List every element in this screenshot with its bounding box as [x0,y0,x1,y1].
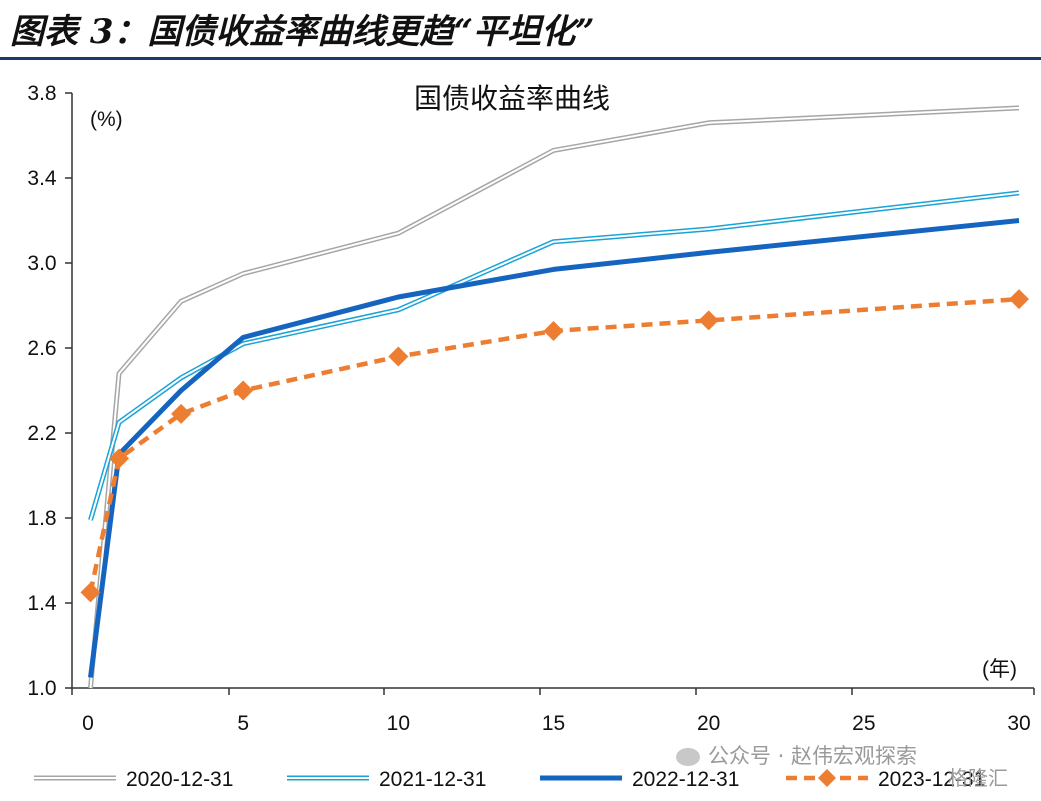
x-axis-ticks: 0 5 10 15 20 25 30 [71,688,1035,735]
legend-item-2022-12-31: 2022-12-31 [540,768,739,791]
data-point [80,582,101,603]
legend-item-2020-12-31: 2020-12-31 [34,768,233,791]
data-point [233,380,254,401]
wechat-icon [676,748,700,766]
x-tick-label: 10 [387,712,410,735]
series-line-inner [89,106,1020,689]
legend-item-2023-12-31: 2023-12-31 [786,768,985,791]
y-tick-label: 1.8 [27,507,56,530]
series-2020-12-31 [88,105,1020,689]
y-tick-label: 1.0 [27,677,56,700]
axes: 1.0 1.4 1.8 2.2 2.6 3.0 3.4 3.8 0 5 10 15 20 25 30 [27,82,1035,735]
series-line [88,218,1020,678]
y-tick-label: 1.4 [27,592,57,615]
x-tick-label: 25 [852,712,875,735]
data-point [543,321,564,341]
legend-item-2021-12-31: 2021-12-31 [287,768,486,791]
data-point [109,448,130,469]
data-point [698,310,719,331]
figure-title: 图表 3：国债收益率曲线更趋“平坦化” [10,12,595,52]
y-tick-label: 3.8 [27,82,56,105]
series-line-inner [89,191,1020,521]
x-axis-label: (年) [982,658,1017,681]
chart-title: 国债收益率曲线 [414,82,610,115]
source-badge: 格隆汇 [948,766,1008,790]
y-axis-ticks: 1.0 1.4 1.8 2.2 2.6 3.0 3.4 3.8 [27,82,72,700]
x-tick-label: 0 [82,712,94,735]
series-2021-12-31 [88,190,1020,521]
y-tick-label: 2.6 [27,337,56,360]
x-tick-label: 15 [542,712,565,735]
data-point [388,346,409,367]
x-tick-label: 20 [697,712,720,735]
data-point [171,403,192,424]
title-divider [0,57,1041,60]
legend-label: 2020-12-31 [126,768,233,791]
legend-marker [818,769,836,787]
legend-label: 2021-12-31 [379,768,486,791]
data-point [1009,289,1029,310]
watermark: 公众号 · 赵伟宏观探索 [676,740,917,770]
y-axis-label: (%) [90,108,123,131]
watermark-text: 公众号 · 赵伟宏观探索 [708,744,918,768]
series-2023-12-31 [80,289,1029,603]
series-line [88,105,1020,689]
legend-label: 2023-12-31 [878,768,985,791]
series-2022-12-31 [88,218,1020,678]
y-tick-label: 3.4 [27,167,57,190]
x-tick-label: 5 [237,712,249,735]
y-tick-label: 3.0 [27,252,56,275]
x-tick-label: 30 [1007,712,1030,735]
series-layer [80,105,1029,689]
y-tick-label: 2.2 [27,422,56,445]
legend: 2020-12-31 2021-12-31 2022-12-31 2023-12-31 [34,768,985,791]
legend-label: 2022-12-31 [632,768,739,791]
series-line [88,296,1020,593]
